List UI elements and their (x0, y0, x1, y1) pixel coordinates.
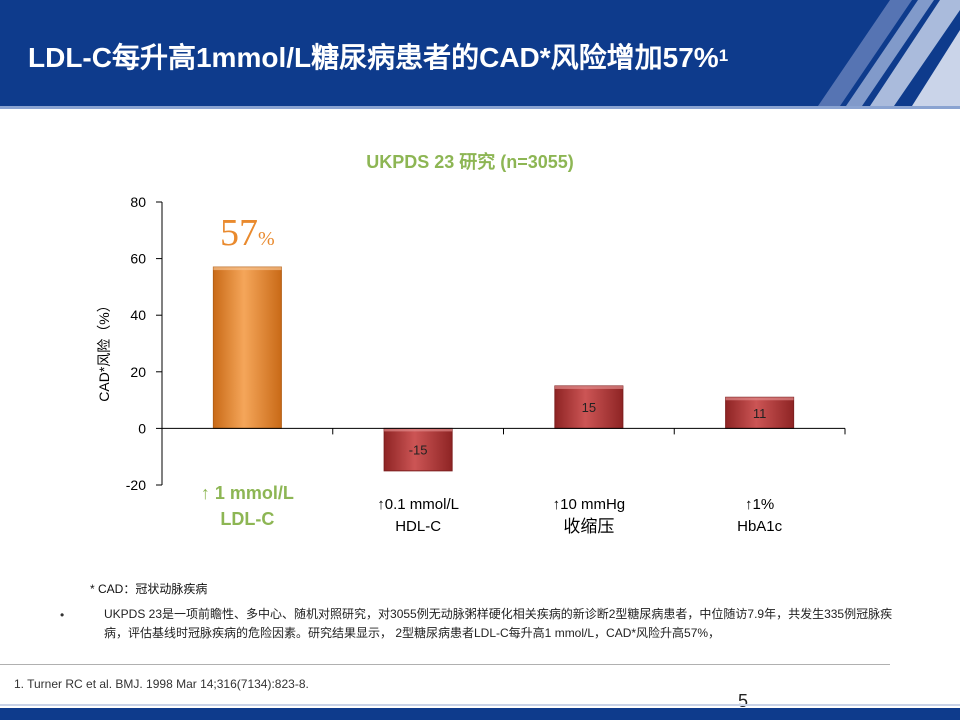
y-tick-label: 60 (130, 251, 146, 267)
category-label-line1: ↑0.1 mmol/L (338, 494, 498, 516)
note-bullet: • (60, 608, 64, 622)
category-label-2: ↑10 mmHg收缩压 (509, 494, 669, 538)
data-label-value: 57 (220, 212, 258, 254)
footer-divider (0, 664, 890, 665)
bar-highlight-edge (555, 386, 623, 389)
category-label-line2: HDL-C (338, 516, 498, 538)
category-label-line2: HbA1c (680, 516, 840, 538)
category-label-line2: 收缩压 (509, 516, 669, 538)
footer-line (0, 704, 960, 706)
y-tick-label: -20 (126, 477, 146, 493)
y-tick-label: 40 (130, 307, 146, 323)
bar-highlight-edge (726, 397, 794, 400)
category-label-line2: LDL-C (167, 506, 327, 532)
reference: 1. Turner RC et al. BMJ. 1998 Mar 14;316… (14, 677, 309, 691)
footer-bar (0, 708, 960, 720)
data-label: 11 (753, 406, 767, 421)
category-label-3: ↑1%HbA1c (680, 494, 840, 538)
data-label-highlight: 57% (220, 212, 275, 254)
y-axis-title: CAD*风险（%） (96, 298, 112, 401)
category-label-0: ↑ 1 mmol/LLDL-C (167, 480, 327, 532)
bar-0 (213, 267, 281, 428)
category-label-line1: ↑1% (680, 494, 840, 516)
category-label-line1: ↑10 mmHg (509, 494, 669, 516)
study-note: UKPDS 23是一项前瞻性、多中心、随机对照研究，对3055例无动脉粥样硬化相… (104, 605, 904, 643)
y-tick-label: 0 (138, 420, 146, 436)
cad-definition: * CAD：冠状动脉疾病 (90, 580, 207, 597)
category-label-line1: ↑ 1 mmol/L (167, 480, 327, 506)
chart-title: UKPDS 23 研究 (n=3055) (366, 151, 574, 172)
category-label-1: ↑0.1 mmol/LHDL-C (338, 494, 498, 538)
y-tick-label: 80 (130, 194, 146, 210)
bar-highlight-edge (213, 267, 281, 270)
data-label-unit: % (258, 228, 275, 250)
data-label: 15 (582, 400, 596, 415)
data-label: -15 (409, 443, 428, 458)
y-tick-label: 20 (130, 364, 146, 380)
